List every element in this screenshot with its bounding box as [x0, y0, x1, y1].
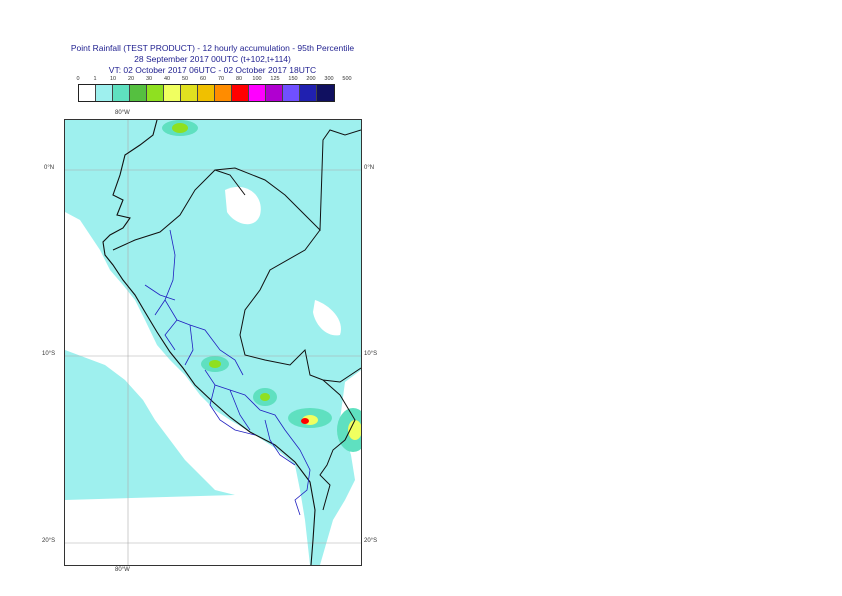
map-title-line-1: Point Rainfall (TEST PRODUCT) - 12 hourl… [70, 43, 355, 53]
lat-label-right: 20°S [364, 538, 378, 544]
legend-tick: 30 [145, 76, 153, 82]
rain-blob [348, 420, 361, 440]
legend-swatch [283, 85, 300, 101]
lon-label-top: 80°W [115, 110, 130, 116]
legend-swatch [181, 85, 198, 101]
border-colombia-peru [214, 129, 361, 232]
dry-patch [313, 300, 341, 336]
map-title-line-2: 28 September 2017 00UTC (t+102,t+114) [134, 54, 291, 64]
legend-swatch [96, 85, 113, 101]
legend-swatch [164, 85, 181, 101]
lon-label-bottom: 80°W [115, 567, 130, 573]
legend-tick: 150 [288, 76, 298, 82]
legend-swatch [198, 85, 215, 101]
coastline [102, 120, 316, 565]
border-peru-bolivia [319, 379, 356, 511]
legend-swatch [300, 85, 317, 101]
legend-swatch [249, 85, 266, 101]
rainfall-map[interactable] [64, 119, 362, 566]
legend-swatch [130, 85, 147, 101]
legend-swatch [317, 85, 334, 101]
rain-blob [301, 418, 309, 424]
border-peru-brazil [239, 229, 361, 383]
legend-tick: 60 [199, 76, 207, 82]
dry-patch [225, 186, 261, 225]
legend-swatch [232, 85, 249, 101]
legend-tick: 80 [235, 76, 243, 82]
region-boundary [144, 229, 311, 516]
lat-label-left: 10°S [42, 351, 56, 357]
legend-tick: 500 [342, 76, 352, 82]
legend-tick: 40 [163, 76, 171, 82]
map-canvas [65, 120, 361, 565]
legend-tick: 100 [252, 76, 262, 82]
legend-tick: 20 [127, 76, 135, 82]
legend-swatch [147, 85, 164, 101]
legend-ticks: 0 1 10 20 30 40 50 60 70 80 100 125 150 … [70, 76, 360, 86]
legend-tick: 1 [93, 76, 97, 82]
legend-tick: 0 [76, 76, 80, 82]
border-ecuador-peru [112, 169, 246, 251]
rain-blob [209, 360, 221, 368]
rainfall-field-low [65, 120, 361, 565]
legend-swatch [215, 85, 232, 101]
map-title-line-3: VT: 02 October 2017 06UTC - 02 October 2… [108, 65, 317, 75]
legend-tick: 125 [270, 76, 280, 82]
legend-tick: 10 [109, 76, 117, 82]
legend-colorbar [78, 84, 335, 102]
lat-label-right: 0°N [364, 165, 375, 171]
lat-label-left: 0°N [44, 165, 55, 171]
legend-tick: 300 [324, 76, 334, 82]
rain-blob [172, 123, 188, 133]
legend-swatch [79, 85, 96, 101]
legend-tick: 70 [217, 76, 225, 82]
lat-label-left: 20°S [42, 538, 56, 544]
legend-tick: 50 [181, 76, 189, 82]
rain-blob [260, 393, 270, 401]
legend-swatch [113, 85, 130, 101]
lat-label-right: 10°S [364, 351, 378, 357]
legend-tick: 200 [306, 76, 316, 82]
legend-swatch [266, 85, 283, 101]
dry-patch [69, 230, 110, 303]
